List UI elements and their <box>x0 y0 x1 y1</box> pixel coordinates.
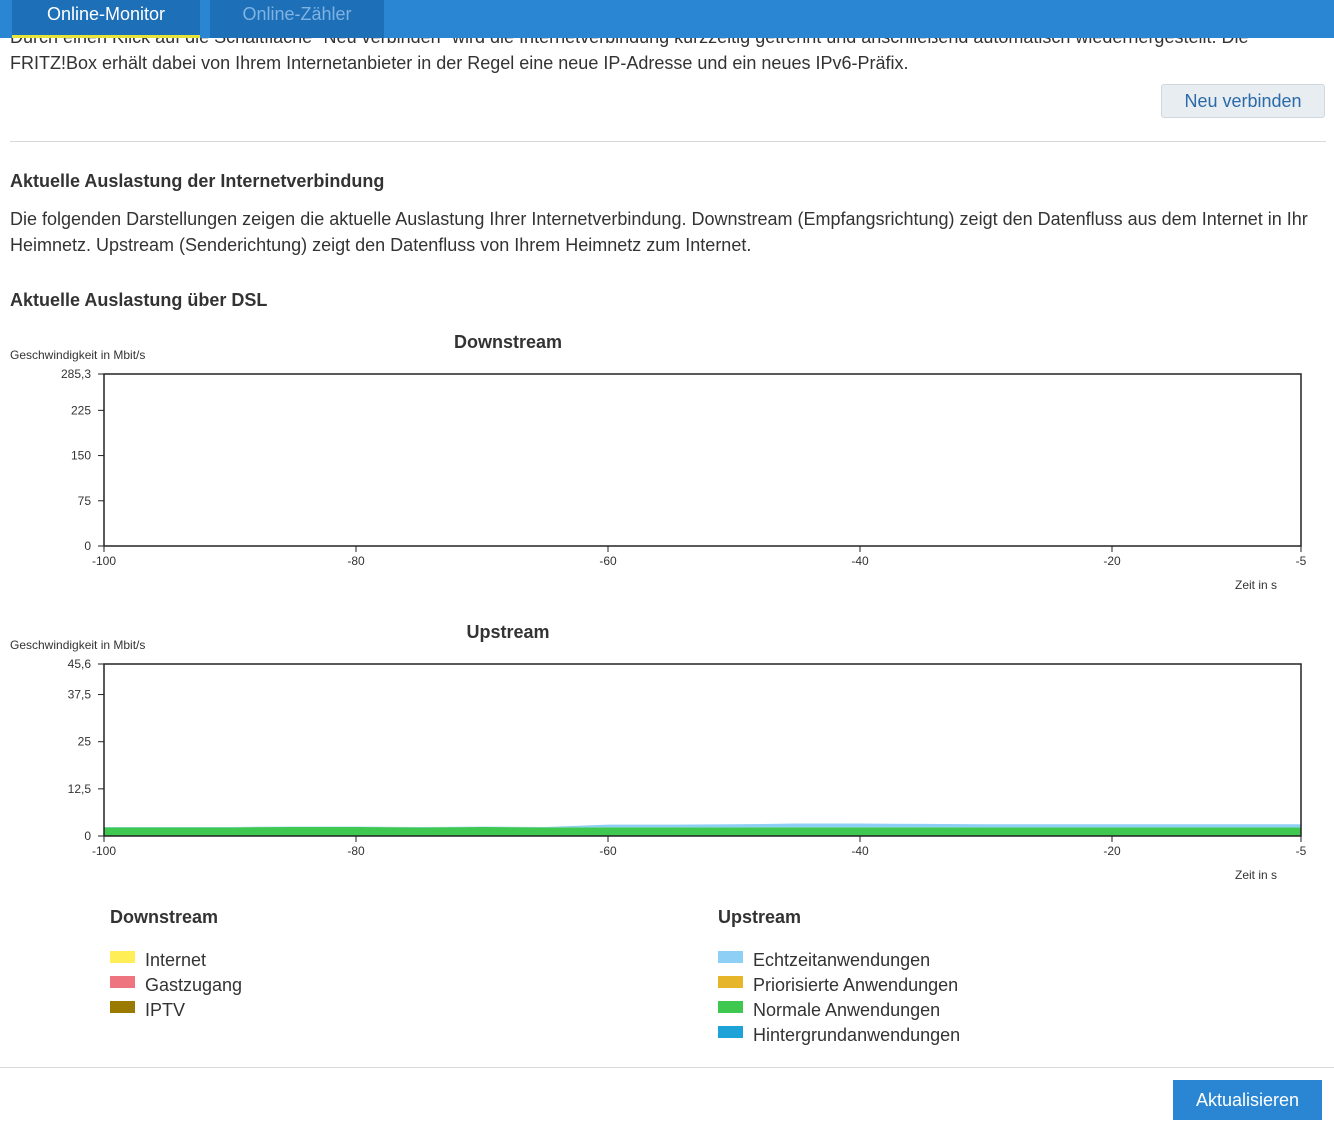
x-axis-label: Zeit in s <box>1235 578 1277 592</box>
legend-swatch <box>718 976 743 988</box>
x-tick-label: -40 <box>851 844 869 858</box>
tab-online-monitor[interactable]: Online-Monitor <box>12 0 200 38</box>
legend-swatch <box>718 1026 743 1038</box>
legend-label: Gastzugang <box>145 975 243 995</box>
y-tick-label: 0 <box>84 829 91 843</box>
legend-swatch <box>110 976 135 988</box>
x-tick-label: -80 <box>347 844 365 858</box>
legend-swatch <box>718 1001 743 1013</box>
y-tick-label: 12,5 <box>68 782 92 796</box>
series-area-echtzeitanwendungen <box>104 823 1301 828</box>
x-tick-label: -40 <box>851 554 869 568</box>
tab-online-counter[interactable]: Online-Zähler <box>210 0 384 38</box>
x-tick-label: -100 <box>92 554 116 568</box>
series-area-normale-anwendungen <box>104 826 1301 836</box>
legend-swatch <box>718 951 743 963</box>
downstream-chart-title: Downstream <box>453 332 563 352</box>
section-divider <box>10 141 1326 142</box>
x-tick-label: -5 <box>1296 554 1307 568</box>
refresh-button[interactable]: Aktualisieren <box>1173 1080 1322 1120</box>
legend-swatch <box>110 1001 135 1013</box>
legend-swatch <box>110 951 135 963</box>
legend-label: Echtzeitanwendungen <box>753 950 931 970</box>
downstream-chart: 285,3 225 150 75 0-100 -80 -60 -40 -20 -5 Zeit in … <box>61 367 1307 592</box>
legend-label: Hintergrundanwendungen <box>753 1025 961 1045</box>
plot-frame <box>103 663 1302 837</box>
y-tick-label: 25 <box>78 735 92 749</box>
x-tick-label: -80 <box>347 554 365 568</box>
section-description: Die folgenden Darstellungen zeigen die a… <box>10 209 1308 255</box>
section-title: Aktuelle Auslastung der Internetverbindu… <box>10 171 385 191</box>
y-tick-label: 75 <box>78 494 92 508</box>
footer-divider <box>0 1067 1334 1068</box>
x-tick-label: -100 <box>92 844 116 858</box>
x-tick-label: -20 <box>1103 554 1121 568</box>
legend-label: Internet <box>145 950 207 970</box>
legend-upstream-title: Upstream <box>718 907 802 927</box>
legend-label: Priorisierte Anwendungen <box>753 975 959 995</box>
x-tick-label: -20 <box>1103 844 1121 858</box>
y-tick-label: 150 <box>71 449 91 463</box>
dsl-title: Aktuelle Auslastung über DSL <box>10 290 268 310</box>
downstream-y-axis-label: Geschwindigkeit in Mbit/s <box>10 348 146 362</box>
y-tick-label: 285,3 <box>61 367 91 381</box>
upstream-chart: 45,6 37,5 25 12,5 0-100 -80 -60 -40 -20 -5 Zeit in… <box>68 657 1307 882</box>
legend-label: IPTV <box>145 1000 186 1020</box>
upstream-y-axis-label: Geschwindigkeit in Mbit/s <box>10 638 146 652</box>
legend-downstream-title: Downstream <box>110 907 219 927</box>
x-tick-label: -60 <box>599 554 617 568</box>
x-tick-label: -5 <box>1296 844 1307 858</box>
reconnect-button[interactable]: Neu verbinden <box>1161 84 1325 118</box>
y-tick-label: 0 <box>84 539 91 553</box>
y-tick-label: 45,6 <box>68 657 92 671</box>
y-tick-label: 225 <box>71 403 91 417</box>
x-axis-label: Zeit in s <box>1235 868 1277 882</box>
tab-bar: Online-Monitor Online-Zähler <box>0 0 1334 38</box>
plot-frame <box>103 373 1302 547</box>
upstream-chart-title: Upstream <box>466 622 550 642</box>
legend-label: Normale Anwendungen <box>753 1000 941 1020</box>
y-tick-label: 37,5 <box>68 688 92 702</box>
x-tick-label: -60 <box>599 844 617 858</box>
